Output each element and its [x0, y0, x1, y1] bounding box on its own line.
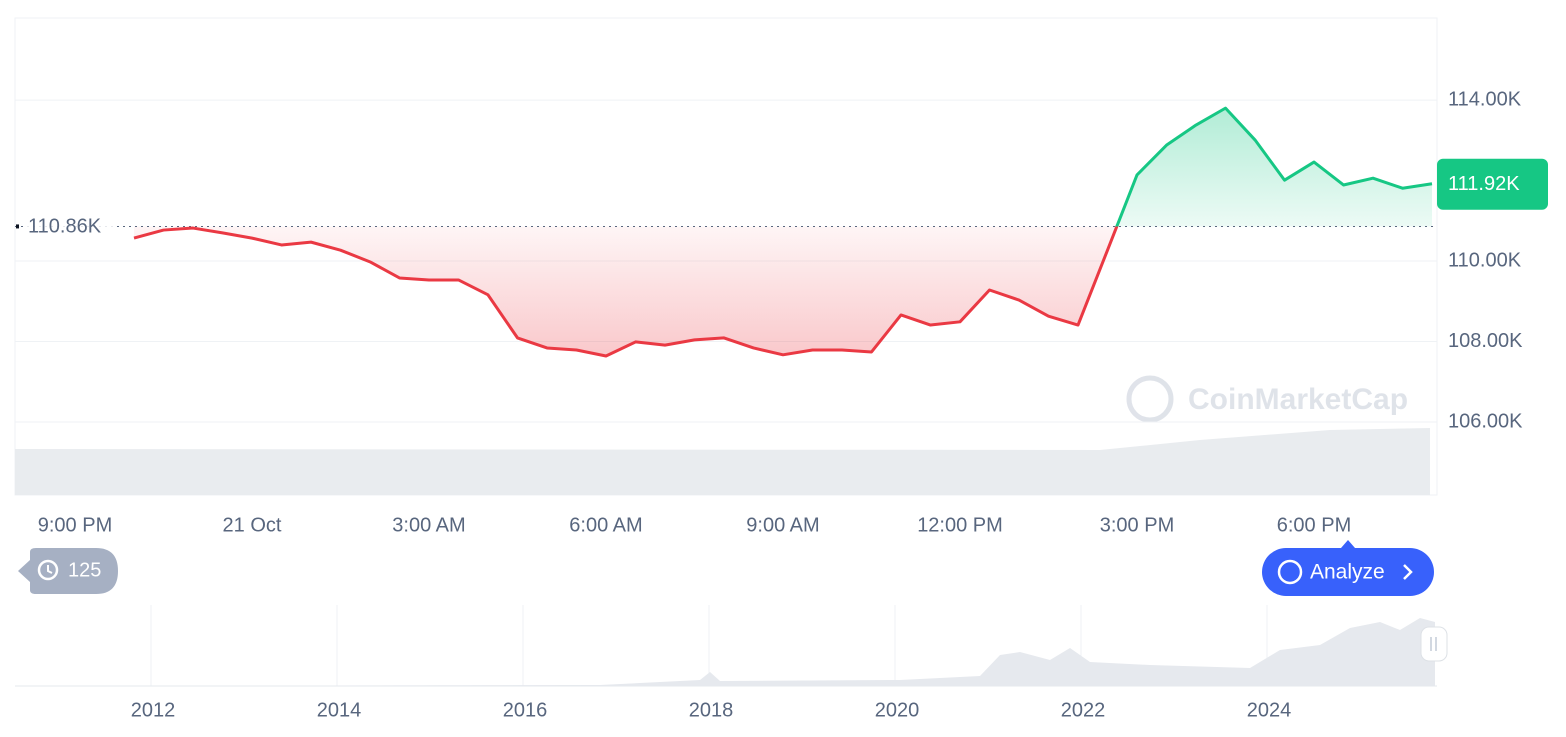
x-tick-label: 9:00 AM	[746, 514, 819, 536]
navigator-label: 2016	[503, 699, 548, 721]
y-tick-label: 114.00K	[1448, 88, 1522, 110]
navigator-label: 2012	[131, 699, 176, 721]
x-tick-label: 12:00 PM	[917, 514, 1003, 536]
watermark-text: CoinMarketCap	[1188, 383, 1408, 416]
volume-area	[15, 428, 1430, 495]
analyze-label: Analyze	[1310, 561, 1385, 584]
baseline-label: 110.86K	[28, 216, 102, 238]
x-tick-label: 9:00 PM	[38, 514, 112, 536]
navigator-handle[interactable]	[1420, 626, 1448, 662]
watermark: CoinMarketCap	[1126, 375, 1408, 423]
price-label: 111.92K	[1448, 173, 1520, 195]
navigator-area	[15, 618, 1435, 686]
y-tick-label: 110.00K	[1448, 249, 1522, 271]
x-tick-label: 3:00 PM	[1100, 514, 1174, 536]
area-fill	[134, 108, 1432, 357]
x-tick-label: 6:00 PM	[1277, 514, 1351, 536]
navigator-label: 2014	[317, 699, 362, 721]
x-tick-label: 21 Oct	[223, 514, 282, 536]
navigator-label: 2022	[1061, 699, 1106, 721]
history-badge[interactable]: 125	[18, 548, 118, 594]
baseline-label-bg	[24, 213, 116, 240]
navigator-label: 2024	[1247, 699, 1292, 721]
price-label-bg	[1437, 158, 1548, 210]
baseline-dot	[16, 224, 19, 229]
x-tick-label: 6:00 AM	[569, 514, 642, 536]
navigator-label: 2018	[689, 699, 734, 721]
analyze-button[interactable]: Analyze	[1262, 540, 1434, 596]
y-tick-label: 106.00K	[1448, 410, 1523, 432]
navigator-label: 2020	[875, 699, 920, 721]
history-count: 125	[68, 559, 101, 581]
price-line	[133, 106, 1433, 358]
y-tick-label: 108.00K	[1448, 330, 1523, 352]
x-tick-label: 3:00 AM	[392, 514, 465, 536]
